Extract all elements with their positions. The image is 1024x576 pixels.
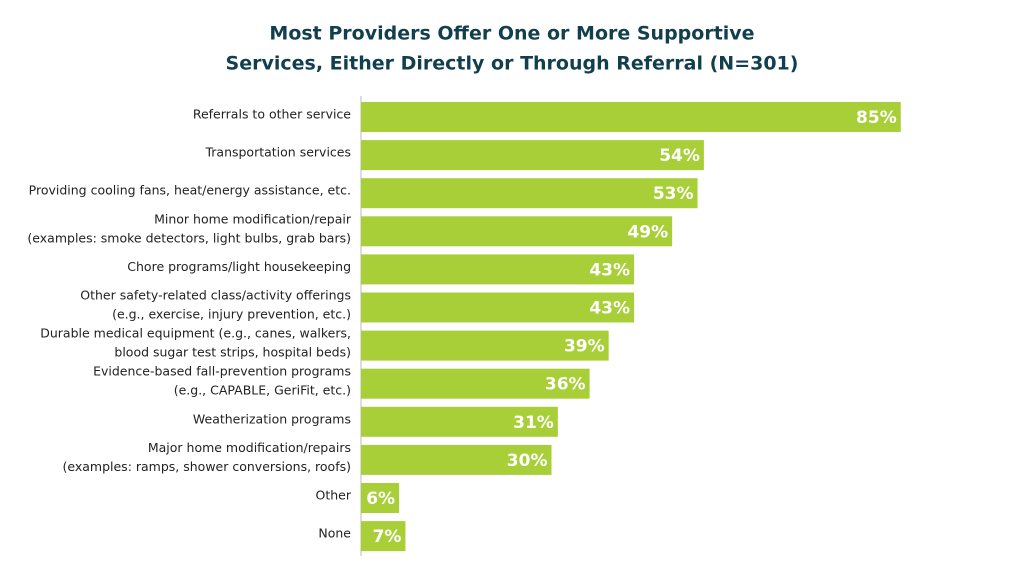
category-label: Minor home modification/repair: [154, 211, 352, 226]
value-label: 49%: [627, 222, 668, 242]
category-label: Other safety-related class/activity offe…: [80, 288, 351, 303]
bar: [361, 178, 698, 209]
bar: [361, 292, 635, 323]
category-label: Chore programs/light housekeeping: [127, 259, 351, 274]
bar: [361, 254, 635, 285]
chart-title: Most Providers Offer One or More Support…: [269, 23, 754, 45]
category-label: (examples: smoke detectors, light bulbs,…: [27, 230, 351, 245]
value-label: 36%: [545, 375, 586, 395]
bar: [361, 483, 400, 513]
category-label: blood sugar test strips, hospital beds): [114, 345, 351, 360]
bar: [361, 140, 704, 171]
bar: [361, 521, 406, 552]
category-label: Transportation services: [204, 145, 351, 160]
category-label: Weatherization programs: [193, 411, 351, 426]
bar: [361, 330, 609, 361]
category-label: Major home modification/repairs: [148, 440, 351, 455]
category-label: Evidence-based fall-prevention programs: [93, 364, 351, 379]
chart-title: Services, Either Directly or Through Ref…: [226, 53, 799, 75]
category-label: Referrals to other service: [193, 107, 351, 122]
bar: [361, 368, 590, 399]
value-label: 85%: [856, 108, 897, 128]
category-label: (examples: ramps, shower conversions, ro…: [63, 459, 352, 474]
value-label: 39%: [564, 337, 605, 357]
bar: [361, 102, 901, 132]
value-label: 43%: [589, 299, 630, 319]
category-label: (e.g., CAPABLE, GeriFit, etc.): [174, 383, 351, 398]
value-label: 54%: [659, 146, 700, 166]
category-label: Providing cooling fans, heat/energy assi…: [29, 183, 351, 198]
value-label: 7%: [373, 527, 402, 547]
value-label: 6%: [366, 489, 395, 509]
bar: [361, 406, 558, 437]
bar: [361, 444, 552, 475]
value-label: 30%: [507, 451, 548, 471]
value-label: 43%: [589, 260, 630, 280]
value-label: 31%: [513, 413, 554, 433]
category-label: None: [318, 526, 351, 541]
category-label: (e.g., exercise, injury prevention, etc.…: [112, 307, 351, 322]
value-label: 53%: [653, 184, 694, 204]
category-label: Other: [316, 488, 352, 503]
category-label: Durable medical equipment (e.g., canes, …: [40, 326, 351, 341]
bar: [361, 216, 673, 247]
